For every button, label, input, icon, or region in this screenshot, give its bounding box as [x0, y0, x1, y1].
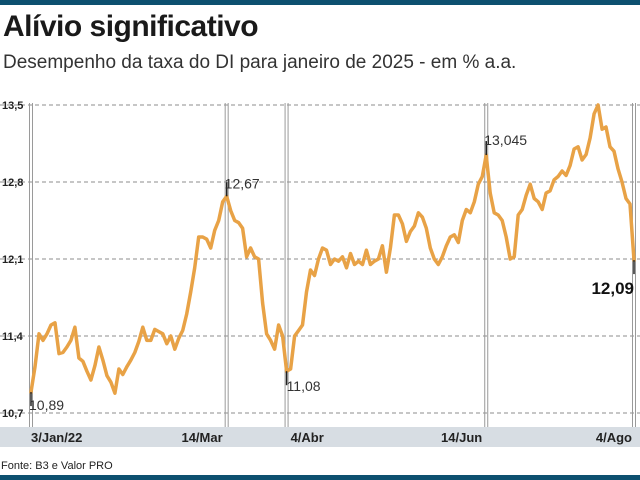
x-axis-band — [0, 427, 640, 447]
annotation-label: 12,09 — [591, 279, 634, 298]
chart-subtitle: Desempenho da taxa do DI para janeiro de… — [3, 52, 517, 73]
y-tick-label: 10,7 — [2, 408, 23, 420]
y-tick-label: 12,1 — [2, 254, 23, 266]
y-tick-label: 13,5 — [2, 100, 23, 112]
x-tick-label: 14/Jun — [441, 430, 482, 445]
x-tick-label: 4/Ago — [596, 430, 632, 445]
x-tick-label: 4/Abr — [291, 430, 324, 445]
series-line-di-jan25 — [29, 103, 636, 395]
annotation-label: 11,08 — [287, 378, 321, 394]
top-accent-bar — [0, 0, 640, 5]
event-lines — [29, 103, 636, 427]
y-tick-label: 12,8 — [2, 177, 23, 189]
annotation-label: 12,67 — [225, 175, 260, 191]
y-axis-ticks: 13,5 12,8 12,1 11,4 10,7 — [2, 100, 24, 420]
x-axis-ticks: 3/Jan/22 14/Mar 4/Abr 14/Jun 4/Ago — [31, 430, 632, 445]
x-tick-label: 3/Jan/22 — [31, 430, 82, 445]
annotation-label: 13,045 — [484, 132, 527, 148]
source-note: Fonte: B3 e Valor PRO — [1, 460, 113, 472]
annotations: 10,89 12,67 11,08 13,045 12,09 — [29, 132, 635, 413]
chart-title: Alívio significativo — [3, 10, 259, 43]
annotation-label: 10,89 — [29, 397, 64, 413]
line-chart: 13,5 12,8 12,1 11,4 10,7 3/Jan/22 14/Mar 4/Abr… — [0, 100, 640, 447]
x-tick-label: 14/Mar — [181, 430, 222, 445]
gridlines — [0, 104, 640, 414]
y-tick-label: 11,4 — [2, 331, 24, 343]
bottom-accent-bar — [0, 475, 640, 480]
